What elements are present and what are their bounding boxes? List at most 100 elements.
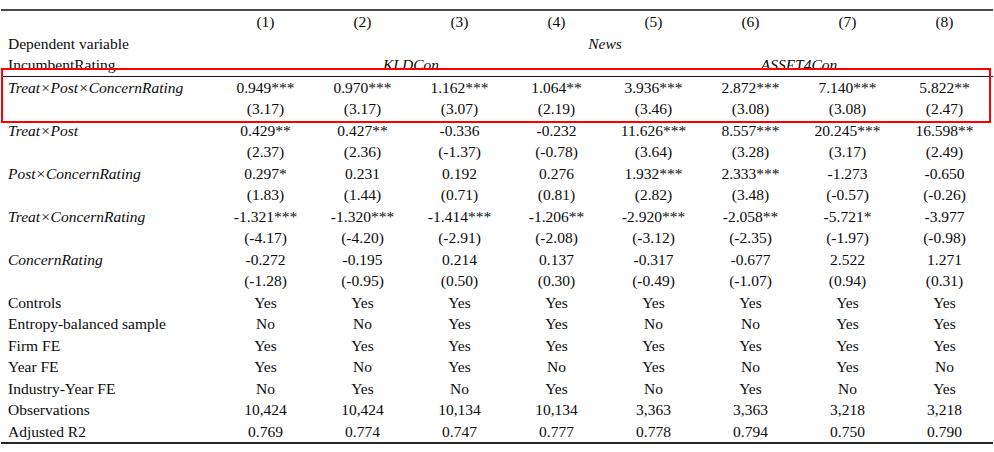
coefficient-cell: -0.650 [896,163,993,185]
spec-value-cell: 3,363 [605,399,702,421]
spec-value-cell: Yes [508,378,605,400]
tstat-spacer [1,98,217,120]
coefficient-cell: -1.206** [508,206,605,228]
spec-label: Industry-Year FE [1,378,217,400]
coefficient-cell: -2.058** [702,206,799,228]
coefficient-cell: 0.214 [411,249,508,271]
tstat-cell: (-1.07) [702,270,799,292]
spec-value-cell: Yes [217,335,314,357]
spec-value-cell: Yes [314,292,411,314]
tstat-cell: (0.30) [508,270,605,292]
spec-value-cell: Yes [411,335,508,357]
tstat-cell: (-1.28) [217,270,314,292]
tstat-cell: (-3.12) [605,227,702,249]
spec-value-cell: Yes [896,313,993,335]
spec-label: Controls [1,292,217,314]
spec-row: Adjusted R20.7690.7740.7470.7770.7780.79… [1,421,993,444]
spec-row: Entropy-balanced sampleNoNoYesYesNoNoYes… [1,313,993,335]
spec-value-cell: Yes [314,378,411,400]
spec-value-cell: 0.778 [605,421,702,444]
coefficient-row: Treat×Post×ConcernRating0.949***0.970***… [1,76,993,98]
spec-value-cell: No [508,356,605,378]
tstat-cell: (-1.37) [411,141,508,163]
incumbent-rating-row: IncumbentRatingKLDConASSET4Con [1,54,993,76]
coefficient-cell: 0.137 [508,249,605,271]
spec-value-cell: Yes [799,292,896,314]
spec-value-cell: 0.790 [896,421,993,444]
tstat-cell: (-0.26) [896,184,993,206]
rating-group-label: KLDCon [217,54,605,76]
spec-label: Firm FE [1,335,217,357]
column-header-cell: (1) [217,10,314,33]
coefficient-row: Post×ConcernRating0.297*0.2310.1920.2761… [1,163,993,185]
tstat-cell: (2.47) [896,98,993,120]
coefficient-cell: 0.427** [314,120,411,142]
variable-label: ConcernRating [1,249,217,271]
coefficient-cell: 8.557*** [702,120,799,142]
tstat-spacer [1,184,217,206]
spec-value-cell: No [217,313,314,335]
spec-value-cell: Yes [799,356,896,378]
coefficient-row: ConcernRating-0.272-0.1950.2140.137-0.31… [1,249,993,271]
tstat-cell: (2.82) [605,184,702,206]
coefficient-cell: 0.970*** [314,76,411,98]
tstat-cell: (-2.91) [411,227,508,249]
variable-label: Treat×ConcernRating [1,206,217,228]
spec-value-cell: Yes [411,292,508,314]
spec-value-cell: Yes [508,313,605,335]
spec-value-cell: Yes [896,292,993,314]
incumbent-rating-label: IncumbentRating [1,54,217,76]
tstat-spacer [1,227,217,249]
spec-value-cell: No [411,378,508,400]
variable-label: Treat×Post [1,120,217,142]
column-header-cell: (6) [702,10,799,33]
table-body: (1)(2)(3)(4)(5)(6)(7)(8)Dependent variab… [1,10,993,443]
spec-value-cell: No [217,378,314,400]
tstat-cell: (-0.98) [896,227,993,249]
paper-regression-table-page: (1)(2)(3)(4)(5)(6)(7)(8)Dependent variab… [0,0,994,452]
coefficient-cell: -0.336 [411,120,508,142]
variable-label: Post×ConcernRating [1,163,217,185]
tstat-cell: (3.48) [702,184,799,206]
spec-row: Year FEYesNoYesNoYesNoYesNo [1,356,993,378]
column-header-row: (1)(2)(3)(4)(5)(6)(7)(8) [1,10,993,33]
coefficient-cell: 0.949*** [217,76,314,98]
spec-value-cell: Yes [605,292,702,314]
spec-value-cell: No [314,313,411,335]
tstat-cell: (0.71) [411,184,508,206]
coefficient-cell: 1.064** [508,76,605,98]
tstat-row: (2.37)(2.36)(-1.37)(-0.78)(3.64)(3.28)(3… [1,141,993,163]
tstat-cell: (2.49) [896,141,993,163]
column-header-cell: (3) [411,10,508,33]
tstat-cell: (-2.35) [702,227,799,249]
coefficient-cell: -1.273 [799,163,896,185]
coefficient-cell: -1.321*** [217,206,314,228]
spec-value-cell: Yes [508,335,605,357]
coefficient-cell: 5.822** [896,76,993,98]
coefficient-cell: 0.231 [314,163,411,185]
tstat-cell: (-2.08) [508,227,605,249]
spec-value-cell: Yes [799,313,896,335]
coefficient-cell: 1.271 [896,249,993,271]
spec-value-cell: No [702,356,799,378]
tstat-spacer [1,141,217,163]
coefficient-cell: 2.872*** [702,76,799,98]
spec-label: Entropy-balanced sample [1,313,217,335]
coefficient-cell: -0.232 [508,120,605,142]
dependent-variable-value: News [217,33,993,55]
coefficient-cell: -1.320*** [314,206,411,228]
tstat-row: (3.17)(3.17)(3.07)(2.19)(3.46)(3.08)(3.0… [1,98,993,120]
spec-value-cell: Yes [702,292,799,314]
coefficient-cell: 2.333*** [702,163,799,185]
coefficient-cell: -2.920*** [605,206,702,228]
spec-row: ControlsYesYesYesYesYesYesYesYes [1,292,993,314]
dependent-variable-row: Dependent variableNews [1,33,993,55]
spec-label: Observations [1,399,217,421]
tstat-cell: (-4.17) [217,227,314,249]
spec-value-cell: 3,363 [702,399,799,421]
coefficient-row: Treat×ConcernRating-1.321***-1.320*** -1.… [1,206,993,228]
rating-group-label: ASSET4Con [605,54,993,76]
spec-value-cell: Yes [314,335,411,357]
spec-value-cell: No [799,378,896,400]
coefficient-cell: 11.626*** [605,120,702,142]
